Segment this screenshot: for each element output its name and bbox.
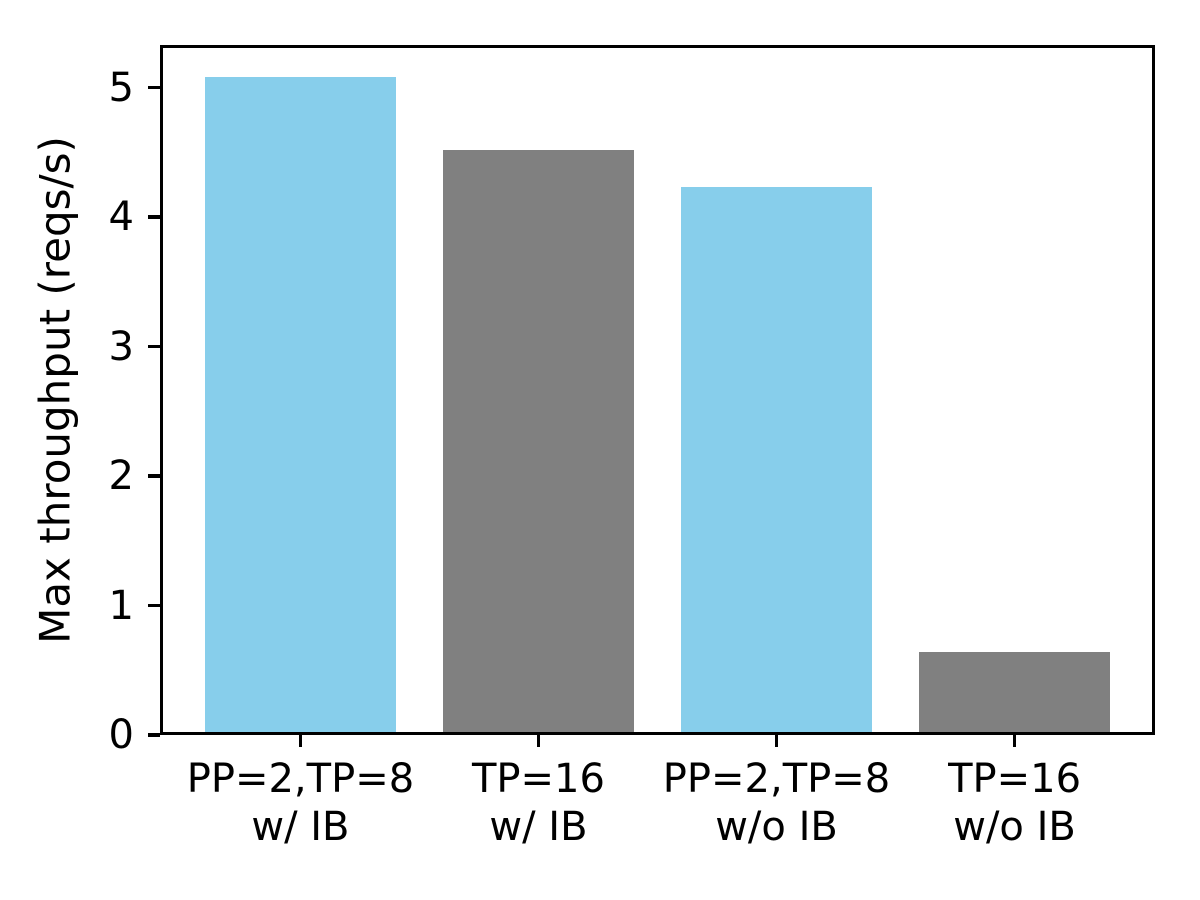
y-tick-label: 1: [108, 582, 134, 629]
y-tick-label: 3: [108, 323, 134, 370]
bar-PP=2,TP=8 w/o IB: [681, 187, 872, 735]
y-tick-mark: [148, 603, 160, 608]
y-tick-mark: [148, 215, 160, 219]
y-tick-mark: [148, 733, 160, 737]
x-tick-label-line: w/ IB: [251, 804, 350, 850]
x-tick-label-line: TP=16: [471, 756, 605, 802]
x-tick-label-line: w/o IB: [953, 804, 1076, 850]
y-tick-mark: [148, 85, 160, 90]
bar-TP=16 w/ IB: [443, 149, 634, 735]
x-tick-mark: [1012, 735, 1017, 747]
y-tick-label: 4: [108, 194, 134, 241]
x-tick-label: TP=16 w/o IB: [948, 755, 1081, 851]
x-tick-label-line: w/ IB: [489, 804, 588, 850]
y-tick-mark: [148, 474, 160, 478]
x-tick-mark: [298, 735, 303, 747]
y-tick-mark: [148, 344, 160, 349]
x-tick-label-line: PP=2,TP=8: [662, 756, 891, 802]
x-tick-mark: [774, 735, 779, 747]
x-tick-label-line: TP=16: [948, 756, 1082, 802]
y-tick-label: 2: [108, 453, 134, 500]
y-tick-label: 0: [108, 712, 134, 758]
bar-PP=2,TP=8 w/ IB: [205, 77, 396, 735]
bar-TP=16 w/o IB: [919, 652, 1110, 735]
y-tick-label: 5: [108, 64, 134, 111]
x-tick-label-line: PP=2,TP=8: [186, 756, 415, 802]
x-tick-label: TP=16 w/ IB: [472, 755, 605, 851]
x-tick-label: PP=2,TP=8 w/ IB: [187, 755, 414, 851]
x-tick-label-line: w/o IB: [715, 804, 838, 850]
x-tick-label: PP=2,TP=8 w/o IB: [663, 755, 890, 851]
x-tick-mark: [536, 735, 541, 747]
